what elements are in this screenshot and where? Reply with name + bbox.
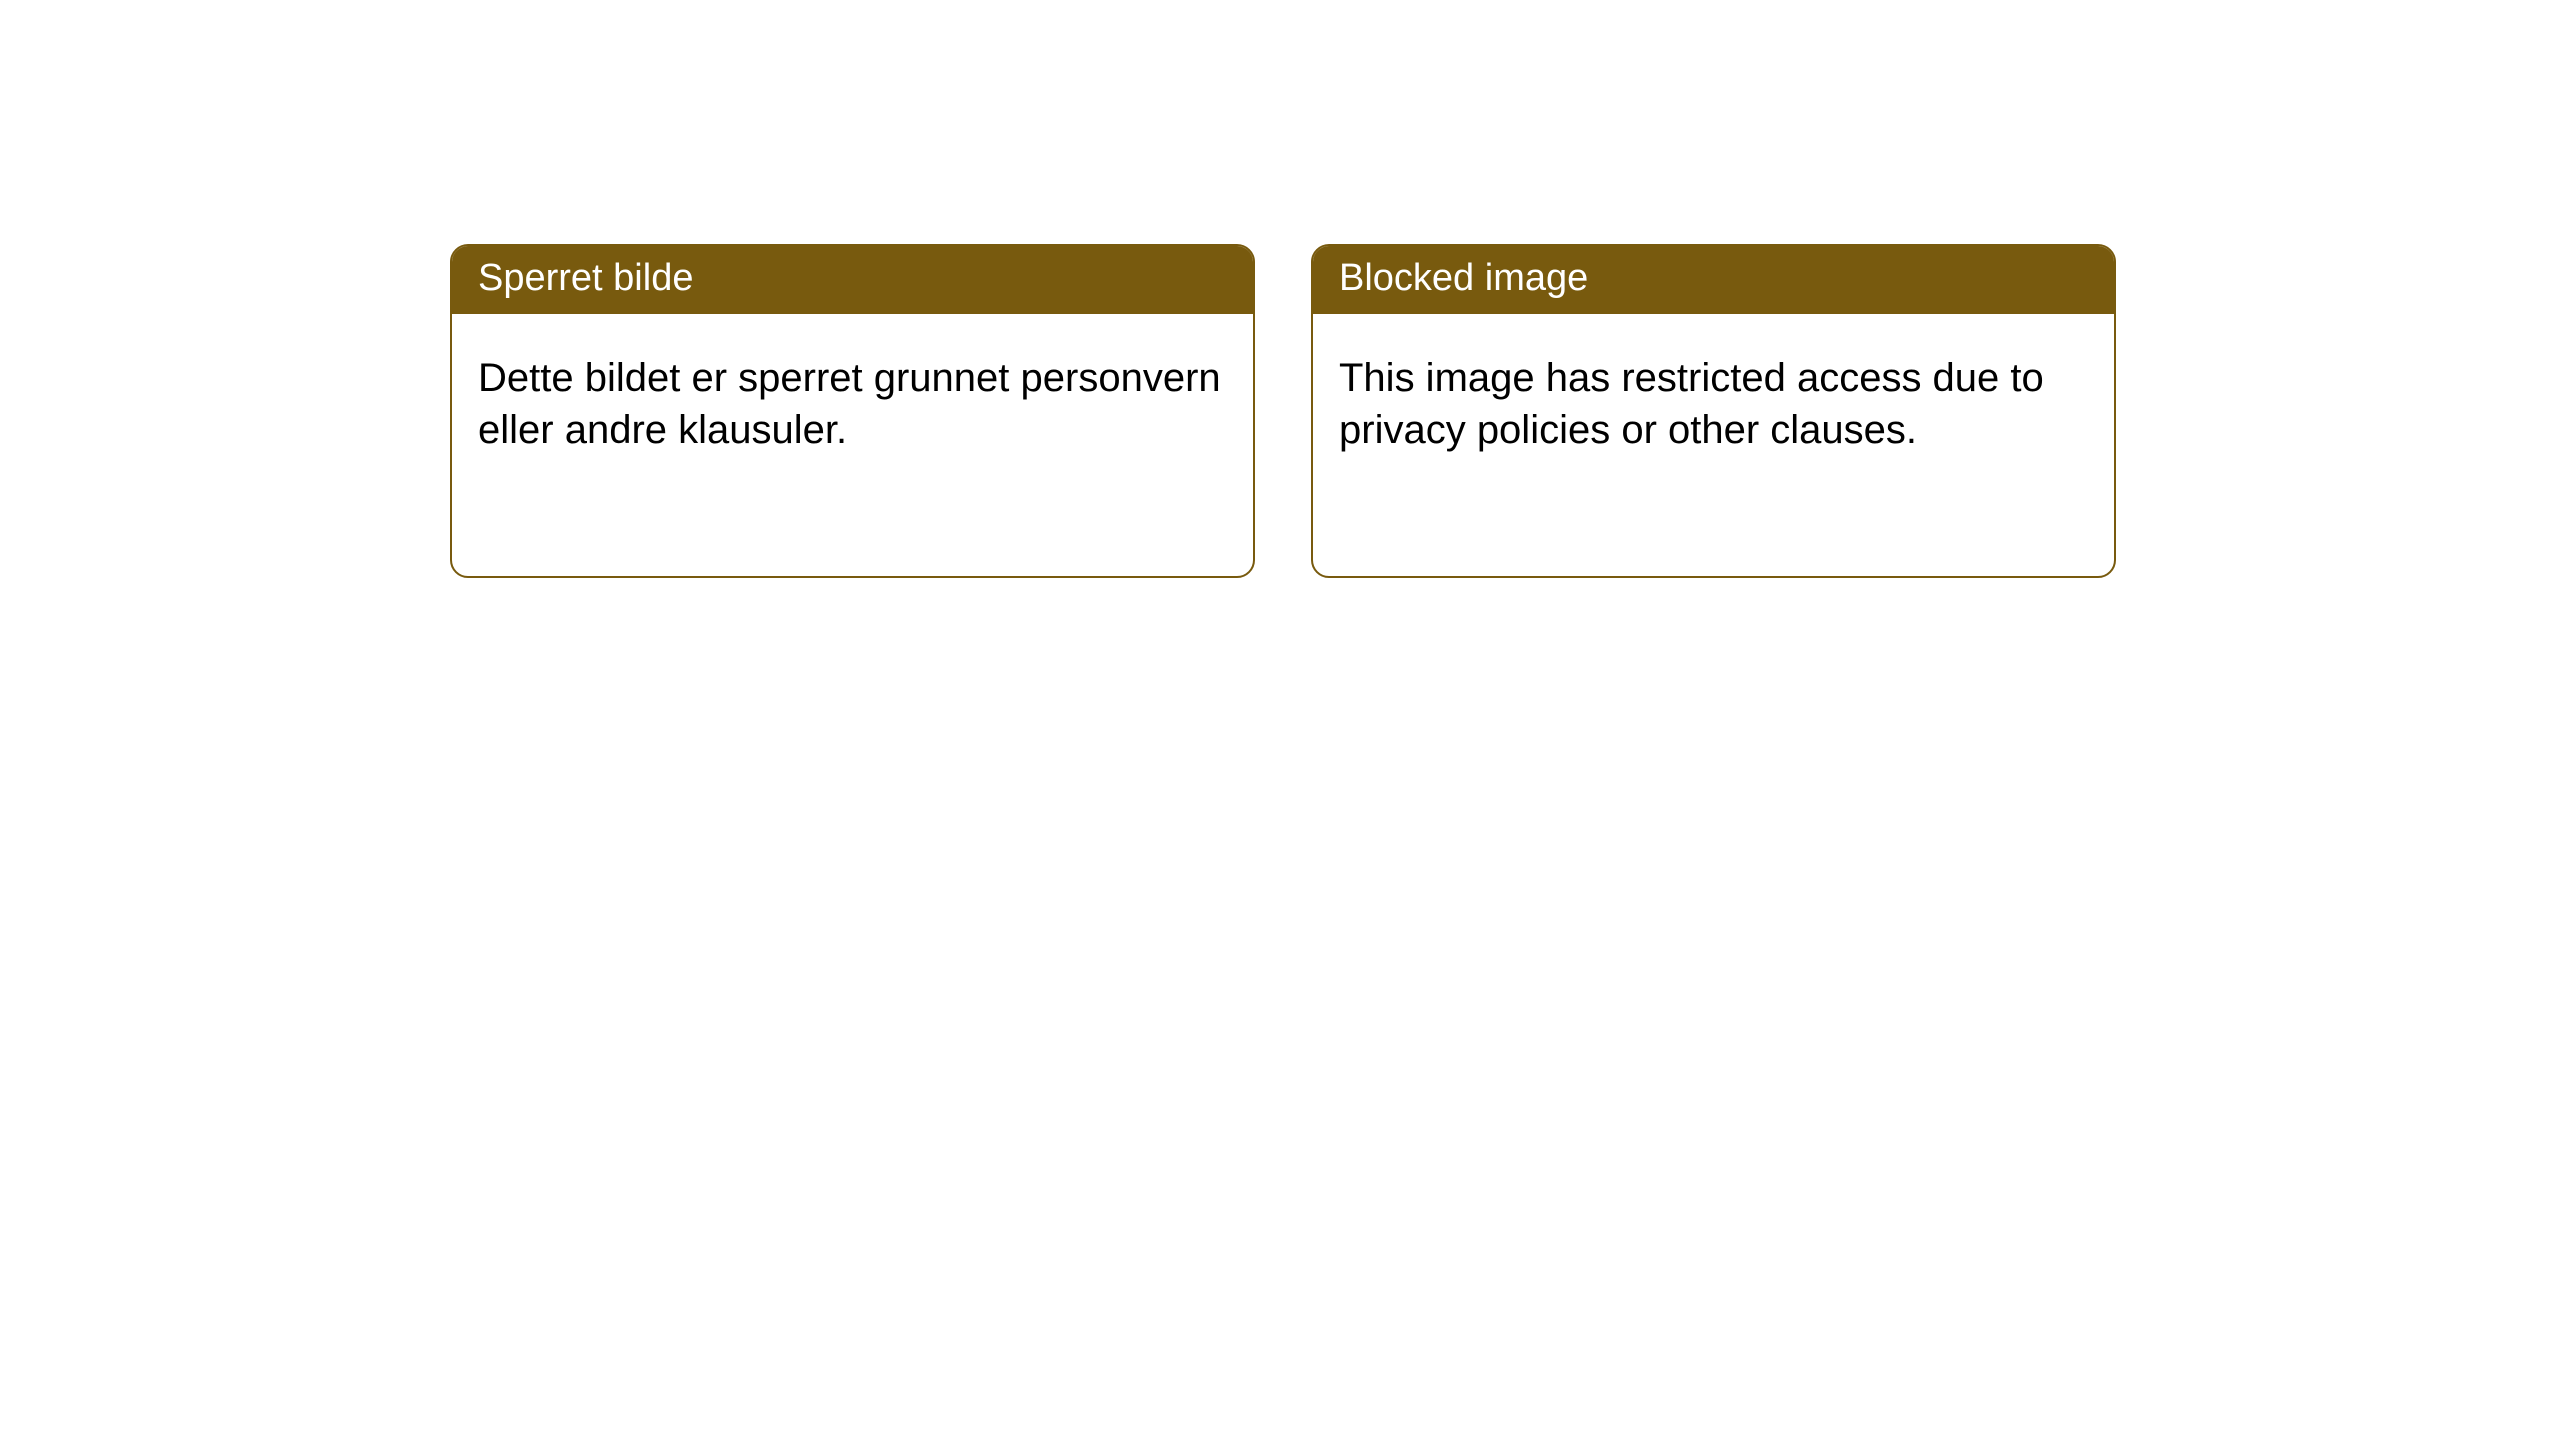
card-body: This image has restricted access due to … xyxy=(1313,314,2114,484)
card-header: Sperret bilde xyxy=(452,246,1253,314)
blocked-image-card-no: Sperret bilde Dette bildet er sperret gr… xyxy=(450,244,1255,578)
card-header: Blocked image xyxy=(1313,246,2114,314)
card-body: Dette bildet er sperret grunnet personve… xyxy=(452,314,1253,484)
notice-container: Sperret bilde Dette bildet er sperret gr… xyxy=(0,0,2560,578)
blocked-image-card-en: Blocked image This image has restricted … xyxy=(1311,244,2116,578)
